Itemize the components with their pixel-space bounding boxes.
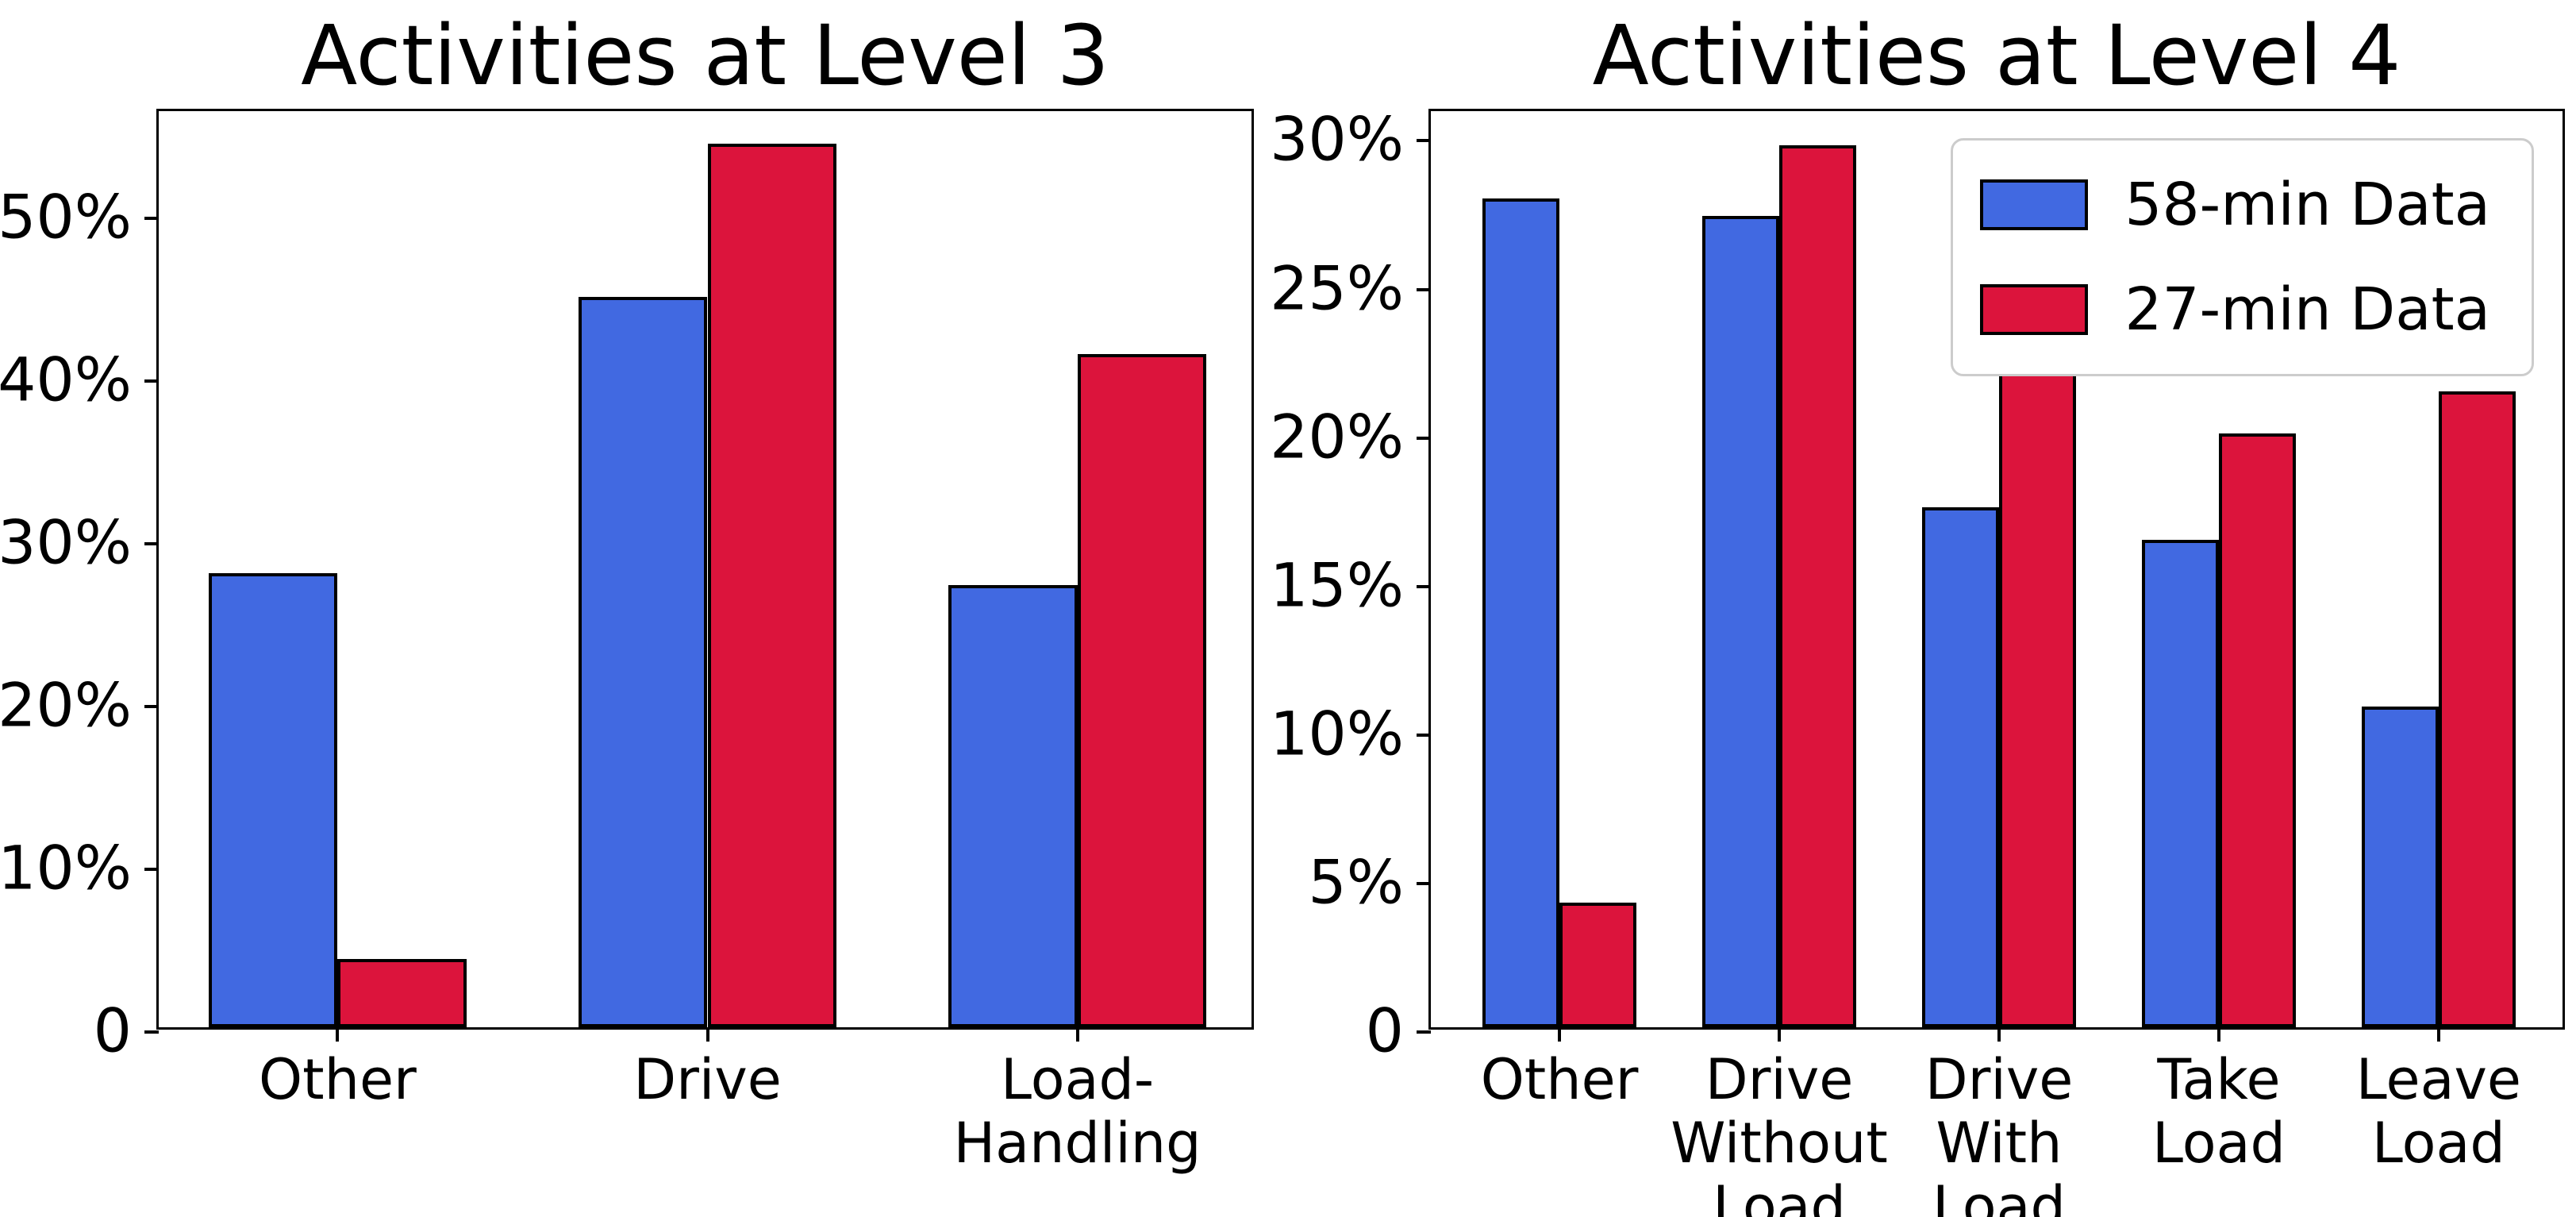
bar xyxy=(2142,540,2219,1027)
legend-swatch xyxy=(1980,179,2089,230)
y-tick-mark xyxy=(1417,1030,1431,1034)
y-tick-label: 10% xyxy=(1270,698,1404,769)
x-tick-mark xyxy=(336,1027,340,1042)
bar xyxy=(1482,198,1560,1027)
chart-title-level3: Activities at Level 3 xyxy=(301,7,1109,104)
legend-label: 58-min Data xyxy=(2124,171,2490,239)
y-tick-mark xyxy=(144,217,159,221)
chart-title-level4: Activities at Level 4 xyxy=(1592,7,2401,104)
y-tick-label: 30% xyxy=(0,506,132,578)
y-tick-label: 20% xyxy=(1270,401,1404,472)
plot-area-level3: 0 10% 20% 30% 40% 50% Other Drive Load- Handling xyxy=(0,109,1254,1175)
y-tick-label: 5% xyxy=(1308,846,1404,918)
x-tick-mark xyxy=(2436,1027,2440,1042)
legend-label: 27-min Data xyxy=(2124,275,2490,344)
bar xyxy=(2361,706,2439,1027)
legend-swatch xyxy=(1980,284,2089,335)
y-tick-label: 25% xyxy=(1270,252,1404,324)
y-tick-mark xyxy=(1417,287,1431,291)
y-tick-label: 30% xyxy=(1270,104,1404,175)
y-tick-label: 0 xyxy=(93,995,132,1066)
y-tick-mark xyxy=(1417,139,1431,143)
x-tick-mark xyxy=(1997,1027,2001,1042)
bar xyxy=(1922,507,1999,1027)
y-tick-mark xyxy=(1417,881,1431,885)
y-tick-mark xyxy=(144,705,159,709)
y-tick-mark xyxy=(1417,436,1431,440)
x-tick-mark xyxy=(706,1027,709,1042)
y-tick-label: 40% xyxy=(0,344,132,415)
y-tick-label: 15% xyxy=(1270,549,1404,621)
bar xyxy=(337,958,467,1027)
bar xyxy=(2438,391,2516,1027)
y-tick-label: 20% xyxy=(0,669,132,741)
x-tick-label: Leave Load xyxy=(2355,1047,2522,1176)
x-tick-mark xyxy=(1075,1027,1079,1042)
legend: 58-min Data 27-min Data xyxy=(1951,138,2534,376)
x-tick-label: Drive With Load xyxy=(1924,1047,2074,1217)
y-tick-mark xyxy=(1417,584,1431,588)
x-tick-label: Drive xyxy=(633,1047,782,1112)
bar xyxy=(948,584,1078,1027)
x-tick-mark xyxy=(2217,1027,2220,1042)
bar xyxy=(1077,353,1207,1027)
x-tick-label: Drive Without Load xyxy=(1671,1047,1888,1217)
y-tick-mark xyxy=(144,379,159,383)
y-tick-mark xyxy=(1417,733,1431,737)
y-tick-mark xyxy=(144,868,159,872)
bar xyxy=(1559,902,1637,1027)
bar xyxy=(1702,216,1780,1027)
x-tick-label: Take Load xyxy=(2151,1047,2286,1176)
plot-area-level4: 0 5% 10% 15% 20% 25% 30% Other Drive Without Load D… xyxy=(1270,104,2565,1217)
x-tick-label: Other xyxy=(1480,1047,1639,1112)
y-tick-mark xyxy=(144,1030,159,1034)
legend-row: 58-min Data xyxy=(1980,171,2490,239)
y-tick-label: 50% xyxy=(0,181,132,252)
bar xyxy=(2218,433,2296,1027)
x-tick-mark xyxy=(1778,1027,1782,1042)
bar xyxy=(578,296,708,1027)
legend-row: 27-min Data xyxy=(1980,275,2490,344)
x-tick-label: Load- Handling xyxy=(953,1047,1201,1176)
bar xyxy=(208,573,338,1027)
x-tick-mark xyxy=(1558,1027,1562,1042)
bar xyxy=(707,144,837,1027)
y-tick-label: 0 xyxy=(1365,995,1404,1066)
bar xyxy=(1779,144,1856,1027)
y-tick-label: 10% xyxy=(0,832,132,903)
y-tick-mark xyxy=(144,542,159,546)
x-tick-label: Other xyxy=(259,1047,417,1112)
bar xyxy=(1999,296,2076,1027)
